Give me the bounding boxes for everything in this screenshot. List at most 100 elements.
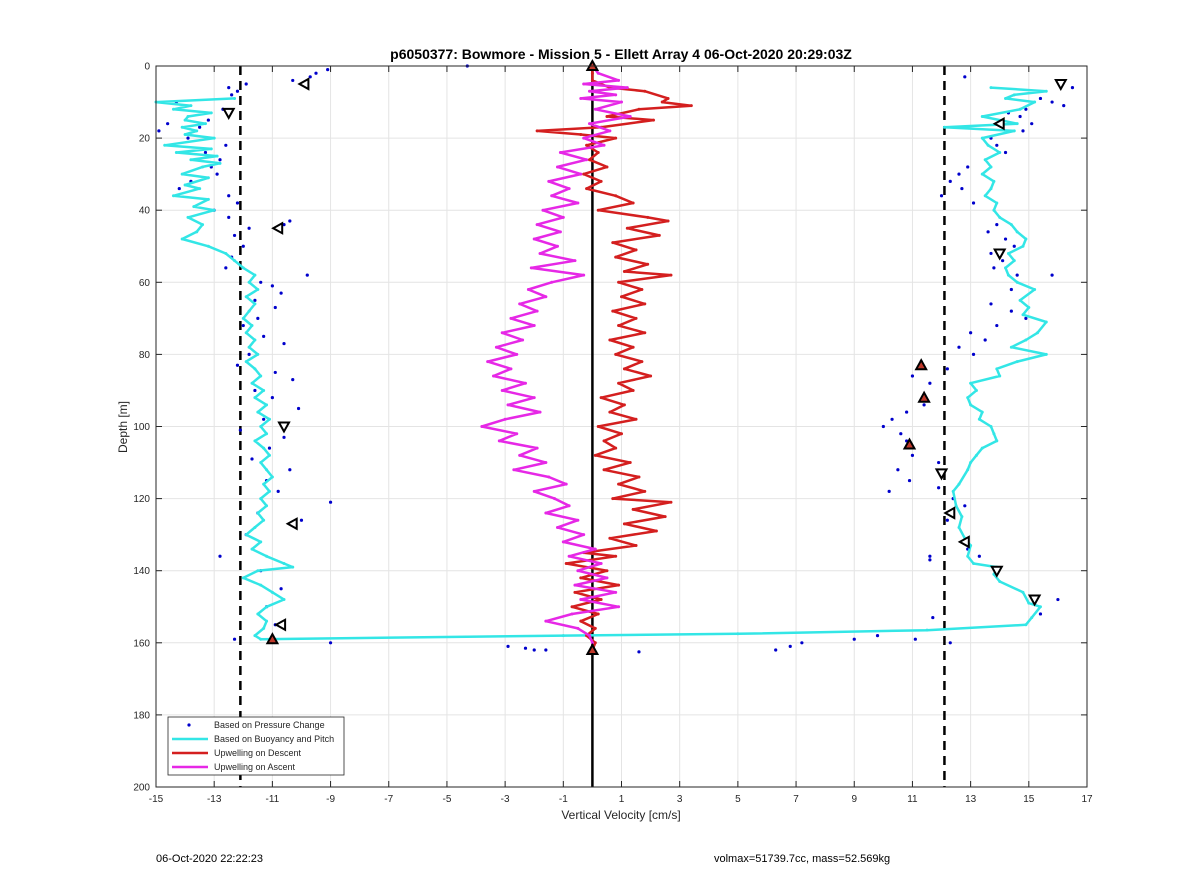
series-vertex bbox=[617, 583, 621, 587]
pressure-point bbox=[1001, 259, 1005, 263]
pressure-point bbox=[282, 341, 286, 346]
pressure-point bbox=[235, 201, 240, 205]
series-vertex bbox=[224, 251, 228, 255]
turn-marker bbox=[934, 468, 949, 481]
pressure-point bbox=[1012, 244, 1016, 248]
series-vertex bbox=[1012, 93, 1016, 97]
series-vertex bbox=[1027, 601, 1031, 605]
pressure-point bbox=[989, 302, 993, 306]
series-vertex bbox=[596, 425, 600, 428]
series-vertex bbox=[1015, 230, 1019, 234]
series-vertex bbox=[643, 331, 647, 335]
series-vertex bbox=[259, 461, 263, 465]
pressure-point bbox=[523, 646, 528, 650]
series-vertex bbox=[253, 338, 257, 342]
footer-timestamp: 06-Oct-2020 22:22:23 bbox=[156, 853, 264, 865]
series-vertex bbox=[614, 590, 618, 594]
pressure-point bbox=[299, 518, 304, 522]
pressure-point bbox=[1050, 100, 1054, 104]
series-vertex bbox=[209, 111, 213, 115]
series-vertex bbox=[259, 583, 263, 587]
x-tick-label: 11 bbox=[907, 794, 918, 805]
series-vertex bbox=[576, 518, 580, 522]
x-tick-label: 5 bbox=[735, 794, 741, 805]
series-vertex bbox=[244, 360, 248, 364]
pressure-point bbox=[247, 352, 251, 356]
turn-marker bbox=[990, 565, 1004, 578]
series-vertex bbox=[201, 223, 205, 227]
pressure-point bbox=[267, 446, 272, 450]
pressure-point bbox=[253, 388, 257, 393]
series-vertex bbox=[253, 634, 257, 638]
series-vertex bbox=[250, 324, 254, 328]
turn-marker bbox=[274, 618, 287, 632]
series-vertex bbox=[989, 86, 993, 90]
series-vertex bbox=[544, 295, 548, 299]
series-vertex bbox=[974, 388, 978, 392]
pressure-point bbox=[157, 129, 161, 133]
series-vertex bbox=[995, 439, 999, 443]
series-vertex bbox=[212, 136, 216, 140]
series-vertex bbox=[620, 295, 623, 299]
series-vertex bbox=[206, 176, 210, 180]
series-vertex bbox=[599, 598, 603, 602]
series-vertex bbox=[189, 104, 193, 108]
pressure-point bbox=[1024, 316, 1028, 320]
series-vertex bbox=[259, 637, 263, 641]
series-vertex bbox=[1015, 280, 1019, 284]
series-vertex bbox=[608, 338, 612, 342]
pressure-point bbox=[852, 637, 856, 641]
series-vertex bbox=[590, 78, 594, 82]
series-vertex bbox=[631, 388, 635, 392]
series-vertex bbox=[256, 288, 260, 292]
series-vertex bbox=[989, 425, 993, 428]
series-vertex bbox=[253, 302, 257, 306]
series-vertex bbox=[969, 381, 973, 385]
pressure-point bbox=[948, 641, 952, 645]
x-tick-label: -5 bbox=[442, 794, 451, 805]
series-vertex bbox=[515, 432, 519, 436]
series-vertex bbox=[1021, 313, 1025, 317]
series-vertex bbox=[995, 201, 999, 205]
turn-marker bbox=[993, 248, 1007, 261]
pressure-point bbox=[232, 233, 237, 238]
series-vertex bbox=[637, 475, 641, 479]
series-vertex bbox=[593, 626, 597, 630]
pressure-point bbox=[960, 186, 964, 191]
series-vertex bbox=[212, 208, 216, 212]
series-vertex bbox=[497, 439, 501, 443]
series-vertex bbox=[599, 179, 603, 183]
series-vertex bbox=[241, 266, 245, 270]
pressure-point bbox=[198, 125, 202, 129]
series-vertex bbox=[270, 590, 274, 594]
series-vertex bbox=[983, 194, 987, 198]
y-axis-label: Depth [m] bbox=[116, 401, 130, 453]
pressure-point bbox=[273, 370, 277, 375]
series-vertex bbox=[291, 565, 295, 569]
series-vertex bbox=[538, 410, 542, 414]
series-vertex bbox=[992, 432, 996, 436]
pressure-point bbox=[305, 273, 309, 277]
series-vertex bbox=[998, 151, 1002, 155]
series-vertex bbox=[969, 461, 973, 465]
footer-info: volmax=51739.7cc, mass=52.569kg bbox=[714, 853, 891, 865]
series-vertex bbox=[183, 118, 187, 122]
series-vertex bbox=[561, 215, 565, 219]
series-vertex bbox=[620, 432, 623, 436]
pressure-point bbox=[1056, 597, 1060, 602]
pressure-point bbox=[227, 194, 231, 198]
series-vertex bbox=[174, 151, 178, 155]
pressure-point bbox=[166, 122, 170, 126]
x-tick-label: 7 bbox=[793, 794, 799, 805]
series-vertex bbox=[620, 100, 623, 104]
pressure-point bbox=[774, 648, 778, 652]
pressure-point bbox=[544, 648, 548, 652]
pressure-point bbox=[230, 93, 234, 97]
series-vertex bbox=[262, 518, 266, 522]
series-vertex bbox=[282, 561, 286, 565]
y-tick-label: 20 bbox=[139, 134, 151, 145]
series-vertex bbox=[663, 515, 667, 519]
series-2 bbox=[535, 64, 693, 652]
series-vertex bbox=[579, 619, 583, 623]
series-vertex bbox=[532, 237, 536, 241]
